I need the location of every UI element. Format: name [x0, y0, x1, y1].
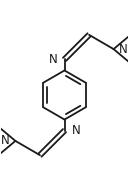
Text: N: N [49, 53, 57, 66]
Text: N: N [119, 43, 128, 56]
Text: N: N [1, 134, 10, 147]
Text: N: N [72, 124, 80, 137]
